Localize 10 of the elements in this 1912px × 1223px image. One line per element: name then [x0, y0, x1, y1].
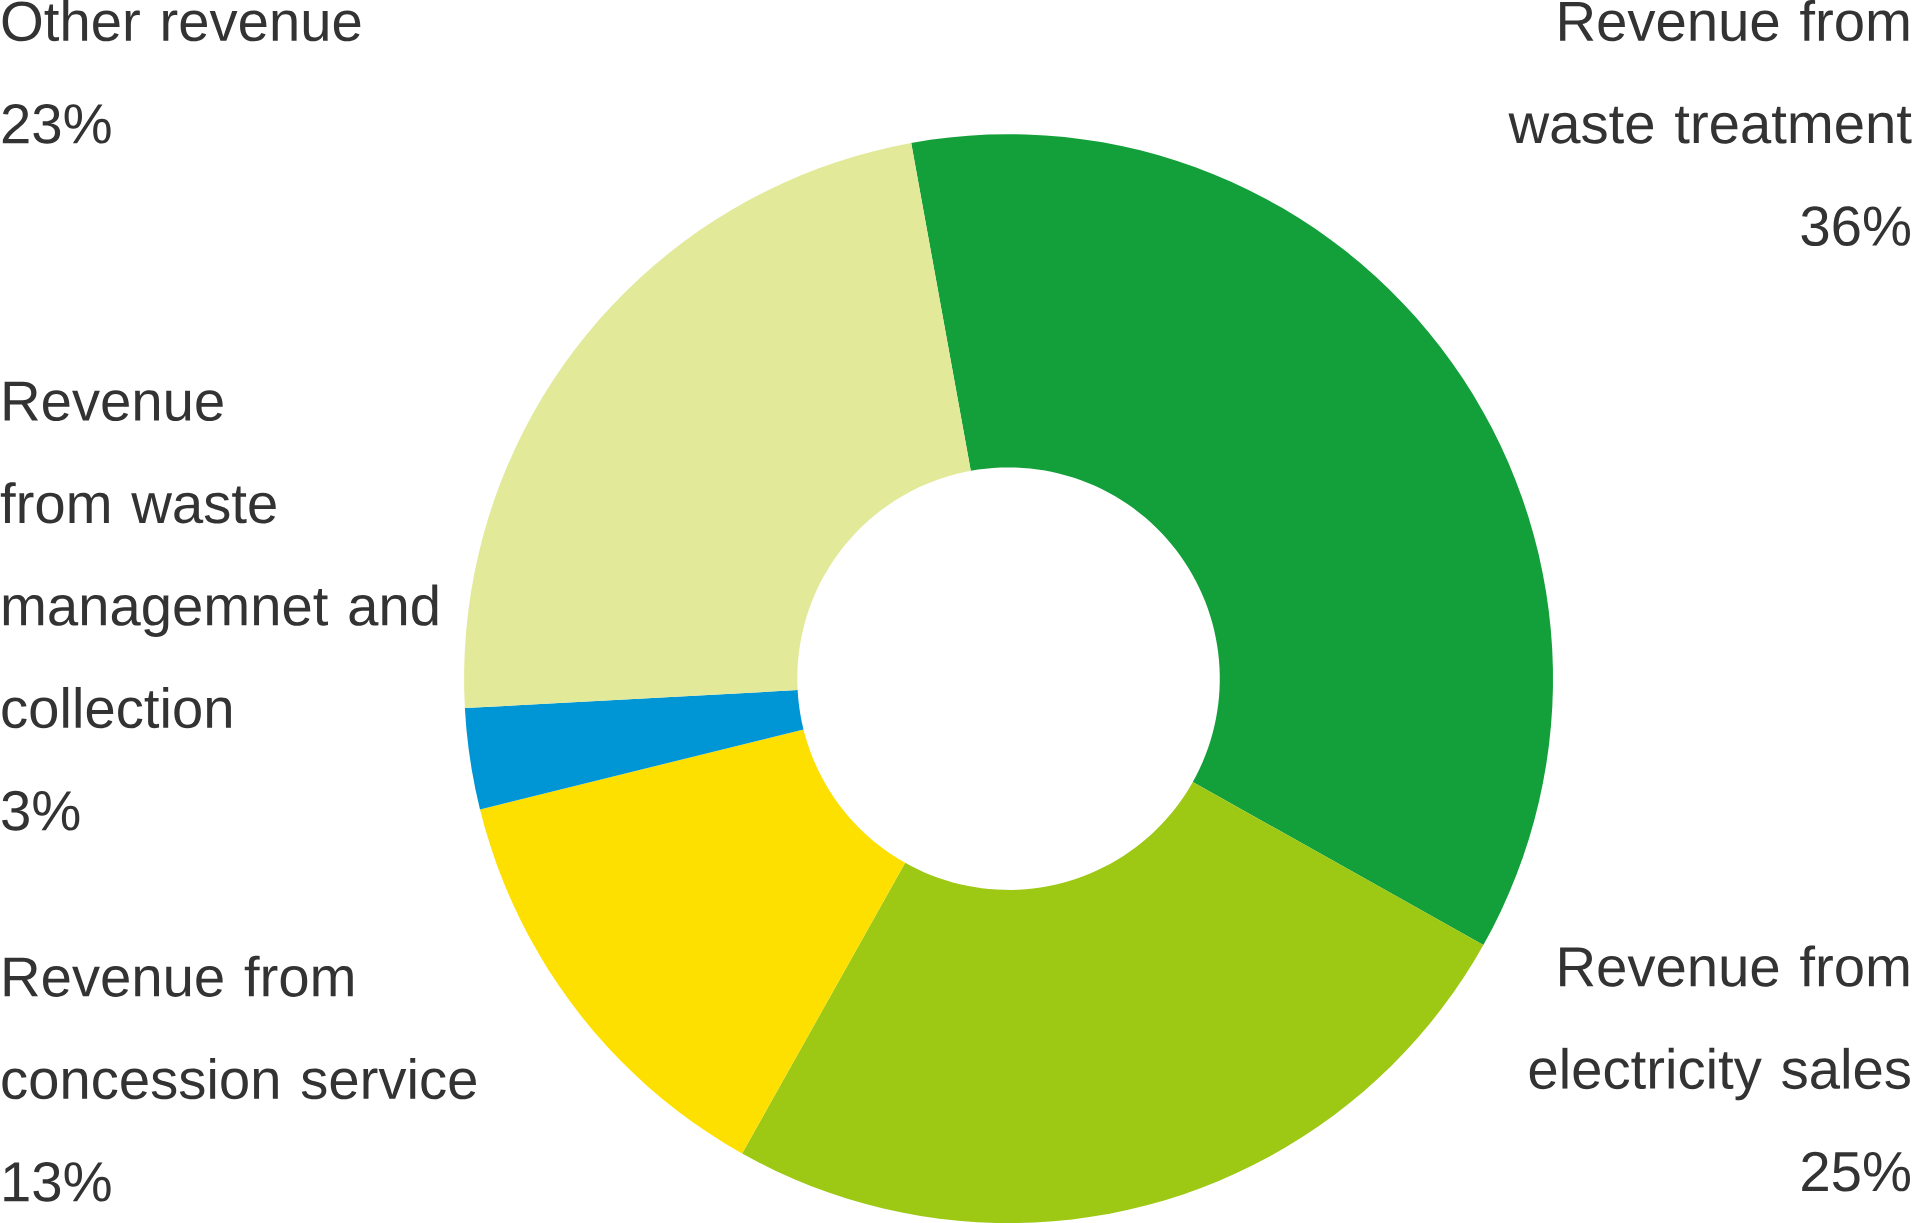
slice-label: Revenue from waste managemnet and collection: [0, 381, 438, 729]
slice-label: Other revenue: [2, 0, 361, 42]
slice-label: Revenue from concession service: [2, 955, 476, 1100]
data-label: 23%: [2, 103, 111, 144]
slice-label: Revenue from electricity sales: [1529, 945, 1910, 1101]
data-label: 3%: [2, 790, 80, 831]
data-label: 36%: [1801, 206, 1910, 247]
data-label: 25%: [1802, 1151, 1910, 1192]
slice-label: Revenue from waste treatment: [1508, 0, 1912, 144]
data-label: 13%: [4, 1161, 111, 1202]
